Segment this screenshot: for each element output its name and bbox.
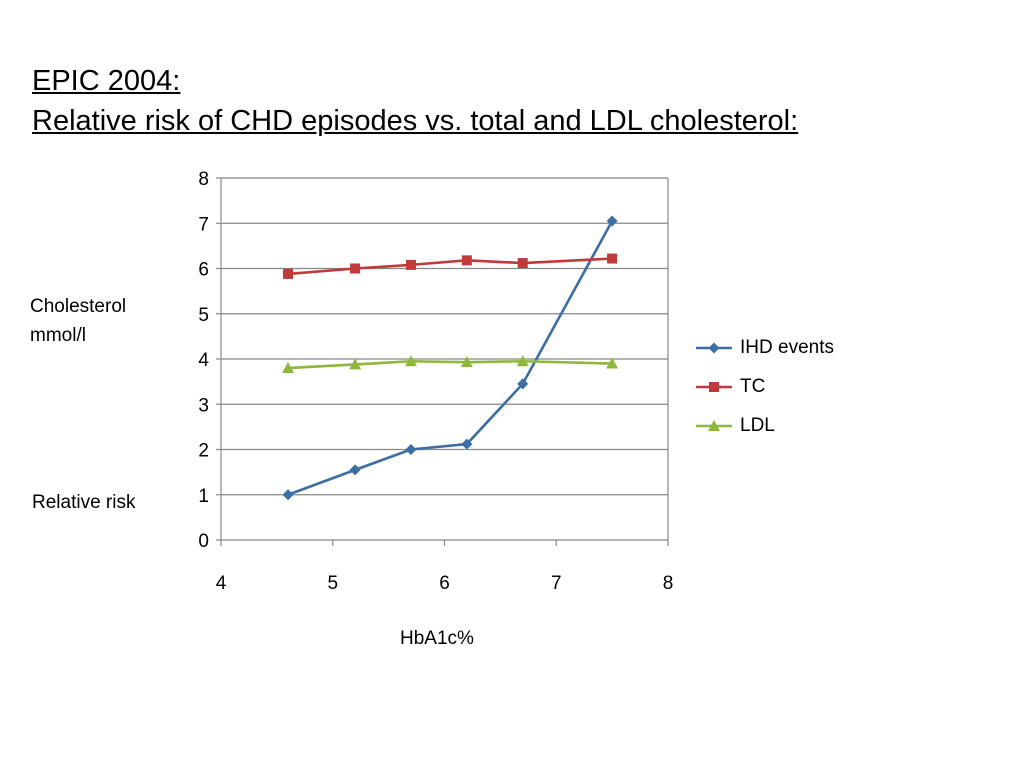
legend-item-ldl: LDL — [694, 406, 834, 445]
y-tick-label-7: 7 — [198, 214, 209, 235]
x-tick-label-4: 4 — [216, 573, 227, 594]
point-tc-0 — [283, 268, 294, 279]
y-tick-label-8: 8 — [198, 169, 209, 190]
legend-swatch-ihd-events — [696, 342, 732, 353]
point-ihd-events-2 — [405, 444, 417, 455]
y-tick-label-2: 2 — [198, 441, 209, 462]
point-tc-2 — [405, 259, 416, 270]
point-ihd-events-4 — [517, 378, 529, 390]
y-tick-label-5: 5 — [198, 305, 209, 326]
x-tick-label-8: 8 — [663, 573, 674, 594]
legend-item-tc: TC — [694, 367, 834, 406]
point-ldl-4 — [516, 355, 529, 367]
point-ldl-1 — [349, 358, 362, 370]
legend-label-tc: TC — [740, 375, 766, 397]
series-line-ldl — [287, 359, 613, 370]
y-tick-label-0: 0 — [198, 531, 209, 552]
y-axis-label-relative-risk: Relative risk — [32, 492, 136, 513]
point-ihd-events-1 — [349, 464, 361, 476]
y-tick-label-3: 3 — [198, 395, 209, 416]
title-line-2: Relative risk of CHD episodes vs. total … — [32, 105, 799, 137]
legend-label-ihd-events: IHD events — [740, 336, 834, 358]
legend-item-ihd-events: IHD events — [694, 328, 834, 367]
point-tc-3 — [461, 255, 472, 266]
point-ldl-5 — [606, 357, 619, 369]
x-tick-label-5: 5 — [327, 573, 338, 594]
x-tick-label-7: 7 — [551, 573, 562, 594]
y-axis-label-cholesterol: Cholesterol mmol/l — [30, 292, 126, 350]
chart-legend: IHD events TC LDL — [694, 328, 834, 445]
point-ihd-events-5 — [606, 215, 618, 227]
title-line-1: EPIC 2004: — [32, 65, 181, 97]
y-axis-label-cholesterol-line1: Cholesterol — [30, 296, 127, 317]
legend-swatch-tc — [696, 381, 732, 392]
y-axis-label-cholesterol-line2: mmol/l — [30, 325, 86, 346]
slide-title: EPIC 2004: Relative risk of CHD episodes… — [32, 62, 798, 142]
y-tick-label-4: 4 — [198, 350, 209, 371]
legend-label-ldl: LDL — [740, 414, 775, 436]
point-tc-1 — [350, 263, 361, 274]
point-ihd-events-0 — [282, 489, 294, 501]
series-line-tc — [287, 257, 613, 276]
y-tick-label-6: 6 — [198, 260, 209, 281]
point-ihd-events-3 — [461, 438, 473, 450]
legend-swatch-ldl — [696, 419, 732, 431]
point-ldl-2 — [404, 355, 417, 367]
point-tc-5 — [607, 253, 618, 264]
series-line-ihd-events — [287, 220, 614, 496]
x-tick-label-6: 6 — [439, 573, 450, 594]
point-ldl-3 — [460, 356, 473, 368]
y-tick-label-1: 1 — [198, 486, 209, 507]
x-axis-label: HbA1c% — [400, 628, 474, 649]
point-ldl-0 — [282, 362, 295, 374]
point-tc-4 — [517, 258, 528, 269]
